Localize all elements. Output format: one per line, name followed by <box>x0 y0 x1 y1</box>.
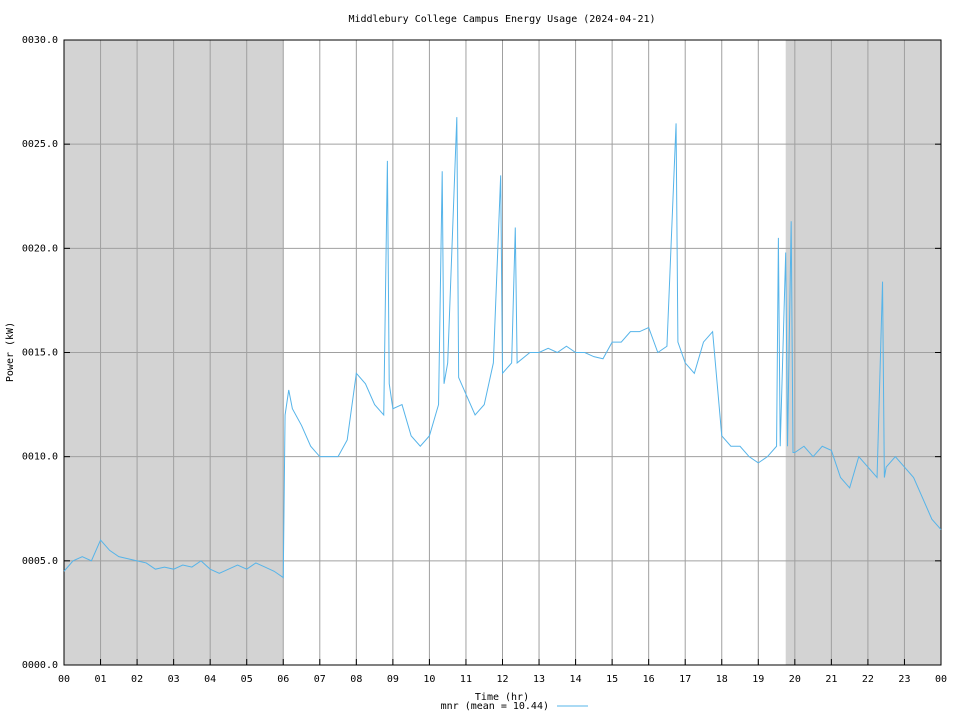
x-tick-label: 14 <box>570 674 582 685</box>
x-tick-label: 00 <box>935 674 947 685</box>
x-tick-label: 04 <box>204 674 216 685</box>
x-tick-label: 18 <box>716 674 728 685</box>
data-line <box>63 117 942 579</box>
x-tick-label: 11 <box>460 674 472 685</box>
y-tick-label: 0020.0 <box>22 243 58 254</box>
x-tick-label: 06 <box>277 674 289 685</box>
x-tick-label: 10 <box>423 674 435 685</box>
y-tick-label: 0005.0 <box>22 556 58 567</box>
x-tick-label: 17 <box>679 674 691 685</box>
x-tick-label: 07 <box>314 674 326 685</box>
x-tick-label: 09 <box>387 674 399 685</box>
y-tick-label: 0025.0 <box>22 139 58 150</box>
x-tick-label: 20 <box>789 674 801 685</box>
y-tick-label: 0030.0 <box>22 35 58 46</box>
y-tick-label: 0010.0 <box>22 452 58 463</box>
x-tick-label: 23 <box>898 674 910 685</box>
x-tick-label: 19 <box>752 674 764 685</box>
x-tick-label: 12 <box>496 674 508 685</box>
x-tick-label: 22 <box>862 674 874 685</box>
plot-frame <box>63 39 942 666</box>
x-tick-label: 21 <box>825 674 837 685</box>
x-tick-label: 00 <box>58 674 70 685</box>
y-axis-label: Power (kW) <box>5 322 16 382</box>
y-tick-label: 0015.0 <box>22 348 58 359</box>
x-tick-label: 15 <box>606 674 618 685</box>
y-tick-label: 0000.0 <box>22 660 58 671</box>
x-tick-label: 05 <box>241 674 253 685</box>
x-tick-label: 02 <box>131 674 143 685</box>
x-tick-label: 13 <box>533 674 545 685</box>
x-tick-label: 16 <box>643 674 655 685</box>
x-tick-label: 03 <box>168 674 180 685</box>
legend-label: mnr (mean = 10.44) <box>441 701 549 712</box>
x-axis-label: Time (hr) <box>475 692 529 703</box>
x-tick-label: 01 <box>95 674 107 685</box>
chart-title: Middlebury College Campus Energy Usage (… <box>348 14 655 25</box>
x-tick-label: 08 <box>350 674 362 685</box>
